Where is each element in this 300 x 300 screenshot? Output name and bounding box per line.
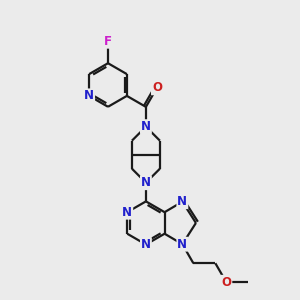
Text: F: F: [104, 35, 112, 48]
Text: N: N: [141, 176, 151, 189]
Text: N: N: [177, 238, 188, 251]
Text: N: N: [141, 238, 151, 251]
Text: N: N: [122, 206, 132, 219]
Text: O: O: [152, 81, 162, 94]
Text: O: O: [221, 276, 231, 289]
Text: N: N: [177, 195, 188, 208]
Text: N: N: [141, 120, 151, 133]
Text: N: N: [84, 89, 94, 102]
